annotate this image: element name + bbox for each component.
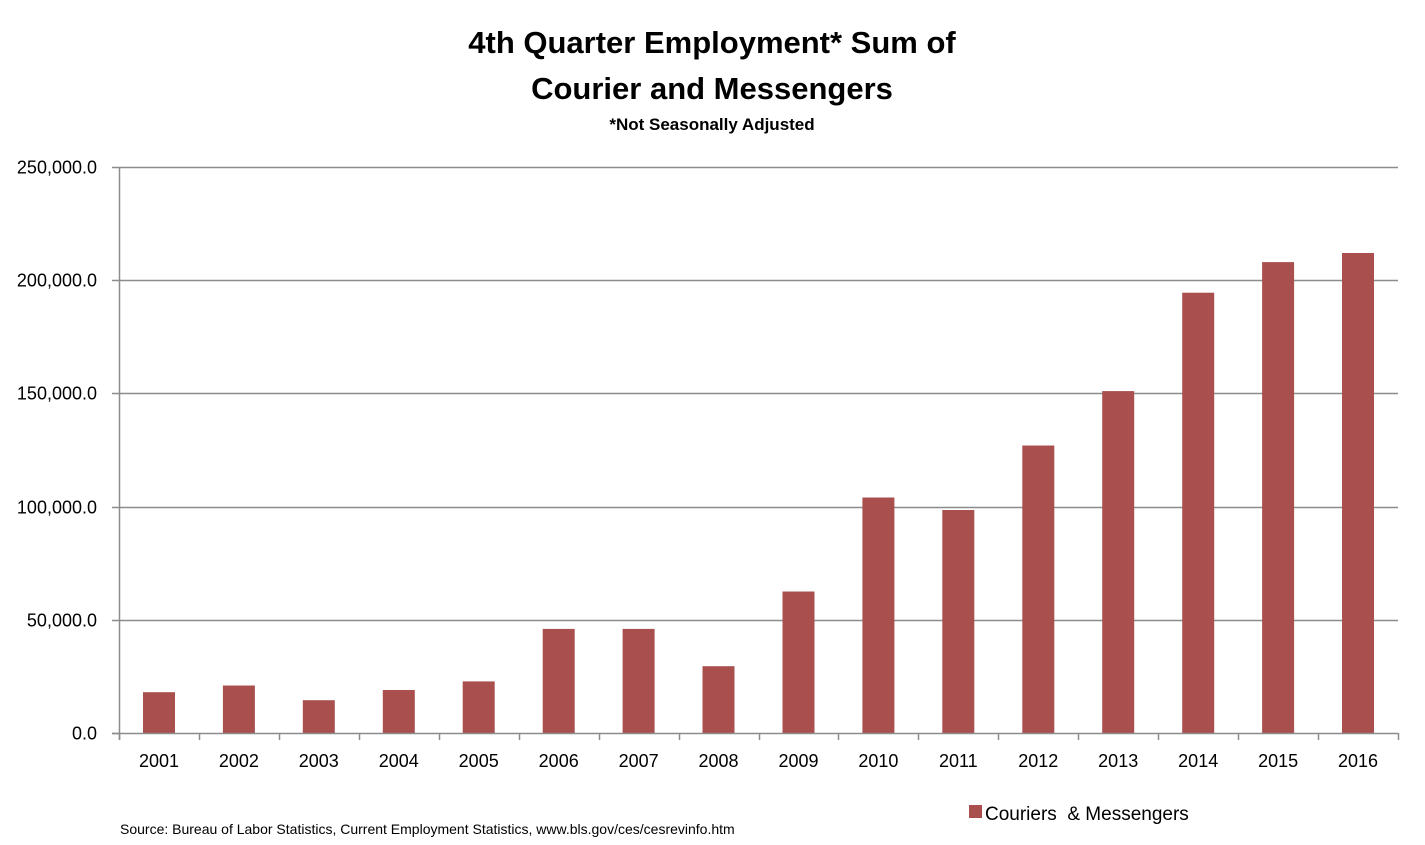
y-axis-tick-labels: 0.0 50,000.0 100,000.0 150,000.0 200,000.0 25… — [17, 158, 97, 744]
bar-2005 — [462, 681, 495, 733]
source-note: Source: Bureau of Labor Statistics, Curr… — [120, 821, 735, 837]
x-tick-label: 2005 — [459, 751, 499, 771]
bar-2002 — [222, 685, 255, 733]
x-tick-label: 2009 — [778, 751, 818, 771]
x-tick-label: 2004 — [379, 751, 419, 771]
bar-2013 — [1102, 391, 1135, 733]
x-axis — [112, 166, 1400, 740]
bar-2004 — [382, 690, 415, 733]
y-tick-label: 250,000.0 — [17, 158, 97, 178]
bar-2015 — [1262, 262, 1295, 733]
x-tick-label: 2011 — [939, 751, 978, 771]
bar-2006 — [542, 628, 575, 733]
bar-2007 — [622, 628, 655, 733]
bar-2016 — [1342, 253, 1374, 733]
y-tick-label: 0.0 — [72, 724, 97, 744]
chart-title-line-1: 4th Quarter Employment* Sum of — [468, 25, 956, 60]
chart-title-group: 4th Quarter Employment* Sum of Courier a… — [468, 25, 956, 134]
y-tick-label: 50,000.0 — [27, 611, 97, 631]
chart-title-line-2: Courier and Messengers — [531, 71, 893, 106]
y-tick-label: 150,000.0 — [17, 384, 97, 404]
x-tick-label: 2015 — [1258, 751, 1298, 771]
bar-2001 — [143, 692, 175, 733]
x-tick-label: 2003 — [299, 751, 339, 771]
legend-label: Couriers & Messengers — [985, 804, 1189, 825]
x-tick-label: 2013 — [1098, 751, 1138, 771]
y-tick-label: 100,000.0 — [17, 498, 97, 518]
x-tick-label: 2010 — [858, 751, 898, 771]
x-tick-label: 2016 — [1338, 751, 1378, 771]
bar-2009 — [782, 591, 815, 733]
x-tick-label: 2012 — [1018, 751, 1058, 771]
x-tick-label: 2006 — [539, 751, 579, 771]
x-tick-label: 2014 — [1178, 751, 1218, 771]
x-tick-label: 2008 — [698, 751, 738, 771]
bar-2003 — [302, 700, 335, 733]
bar-2010 — [862, 497, 895, 733]
bar-series — [143, 253, 1374, 733]
bar-2014 — [1182, 292, 1215, 733]
chart-subtitle: *Not Seasonally Adjusted — [609, 115, 814, 134]
bar-2008 — [702, 666, 735, 733]
x-tick-label: 2002 — [219, 751, 259, 771]
legend: Couriers & Messengers — [969, 804, 1189, 825]
x-tick-label: 2007 — [619, 751, 659, 771]
y-tick-label: 200,000.0 — [17, 271, 97, 291]
x-tick-label: 2001 — [139, 751, 179, 771]
bar-2012 — [1022, 445, 1055, 733]
bar-2011 — [942, 510, 975, 733]
legend-swatch — [969, 805, 982, 818]
x-axis-tick-labels: 2001 2002 2003 2004 2005 2006 2007 2008 2009 2010… — [139, 751, 1378, 771]
